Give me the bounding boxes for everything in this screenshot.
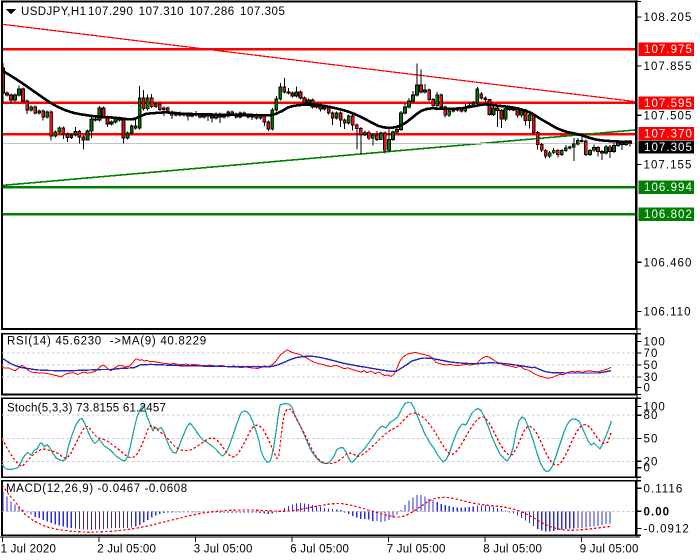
svg-text:0: 0 [644, 463, 651, 475]
svg-text:RSI(14) 45.6230 ->MA(9) 40.82: RSI(14) 45.6230 ->MA(9) 40.8229 [7, 336, 207, 348]
svg-text:0.00: 0.00 [644, 506, 671, 518]
svg-text:7 Jul 05:00: 7 Jul 05:00 [387, 544, 446, 556]
svg-text:USDJPY,H1: USDJPY,H1 [21, 6, 86, 18]
svg-text:100: 100 [644, 336, 666, 348]
svg-text:108.205: 108.205 [644, 12, 693, 24]
svg-text:8 Jul 05:00: 8 Jul 05:00 [483, 544, 542, 556]
svg-text:20: 20 [644, 456, 659, 468]
svg-text:106.994: 106.994 [644, 182, 693, 194]
svg-text:70: 70 [644, 348, 659, 360]
svg-text:106.460: 106.460 [644, 257, 693, 269]
svg-text:107.155: 107.155 [644, 160, 693, 172]
svg-text:6 Jul 05:00: 6 Jul 05:00 [290, 544, 349, 556]
svg-text:106.110: 106.110 [644, 307, 692, 319]
svg-text:100: 100 [644, 402, 666, 414]
svg-text:107.290 107.310 107.286 107.30: 107.290 107.310 107.286 107.305 [88, 6, 285, 18]
svg-text:Stoch(5,3,3) 73.8155 61.2457: Stoch(5,3,3) 73.8155 61.2457 [7, 403, 166, 415]
svg-text:50: 50 [644, 434, 659, 446]
svg-text:50: 50 [644, 360, 659, 372]
svg-text:MACD(12,26,9) -0.0467 -0.0608: MACD(12,26,9) -0.0467 -0.0608 [6, 483, 188, 495]
svg-text:107.370: 107.370 [644, 129, 693, 141]
svg-text:1 Jul 2020: 1 Jul 2020 [1, 544, 57, 556]
svg-text:107.505: 107.505 [644, 110, 693, 122]
svg-text:0: 0 [644, 383, 651, 395]
svg-text:2 Jul 05:00: 2 Jul 05:00 [97, 544, 156, 556]
svg-text:107.855: 107.855 [644, 61, 693, 73]
svg-text:106.802: 106.802 [644, 209, 693, 221]
svg-text:3 Jul 05:00: 3 Jul 05:00 [194, 544, 253, 556]
svg-text:9 Jul 05:00: 9 Jul 05:00 [580, 544, 639, 556]
svg-text:107.305: 107.305 [644, 142, 693, 154]
svg-text:-0.0912: -0.0912 [644, 524, 690, 536]
svg-text:107.975: 107.975 [644, 44, 693, 56]
svg-text:30: 30 [644, 372, 659, 384]
svg-text:107.595: 107.595 [644, 98, 693, 110]
svg-text:0.1116: 0.1116 [644, 483, 684, 495]
svg-text:80: 80 [644, 410, 659, 422]
